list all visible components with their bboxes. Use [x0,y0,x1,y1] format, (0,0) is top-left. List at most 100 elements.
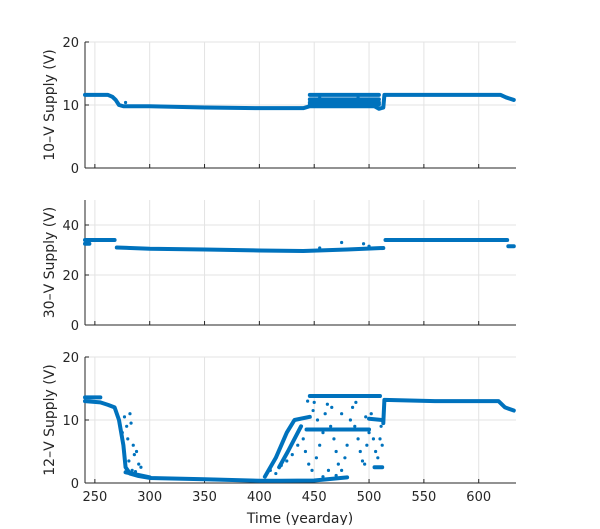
data-point [348,418,352,422]
data-point [296,443,300,447]
y-axis-label: 10–V Supply (V) [42,49,58,161]
data-point [307,462,311,466]
y-tick-label: 0 [71,319,79,334]
y-tick-label: 20 [62,351,79,366]
data-point [311,408,315,413]
data-point [378,437,382,441]
data-point [133,470,138,474]
data-point [356,437,360,441]
data-trace [262,414,312,479]
data-point [330,405,334,409]
data-point [318,95,322,100]
y-tick-label: 40 [62,219,79,234]
data-trace [381,397,516,426]
data-point [290,453,294,457]
data-point [120,431,124,435]
data-point [279,463,283,467]
data-point [130,468,134,472]
data-point [364,415,368,419]
data-trace [123,470,152,480]
data-point [312,400,316,404]
axes-10v-supply: 0 10 20 10–V Supply (V) [42,36,516,177]
data-trace [367,416,385,422]
data-point [334,98,338,103]
axes-12v-supply: 250 300 350 400 450 500 550 600 0 10 20 12–V Supply… [42,351,516,505]
y-tick-label: 10 [62,414,79,429]
data-point [367,99,371,103]
data-point [321,431,325,435]
data-trace [83,92,516,111]
data-point [325,402,329,406]
data-point [379,424,383,428]
data-point [125,424,129,428]
data-point [321,475,325,479]
x-axis-label: Time (yearday) [246,511,353,525]
data-point [354,400,358,404]
x-tick-label: 350 [192,490,217,505]
data-trace [114,245,386,253]
data-point [268,468,272,472]
data-point [340,468,344,472]
data-point [350,405,355,409]
y-tick-label: 20 [62,36,79,51]
data-point [127,459,131,463]
data-point [361,242,366,246]
data-point [340,412,344,416]
data-point [326,468,331,472]
data-point [274,471,278,476]
data-point [134,449,139,454]
data-point [360,459,365,463]
data-point [371,437,376,441]
data-point [376,456,380,460]
data-point [334,473,338,478]
data-point [380,443,384,447]
data-point [318,443,322,447]
data-point [345,443,349,447]
data-point [332,437,336,441]
x-tick-label: 500 [357,490,382,505]
data-point [336,462,340,466]
axes-30v-supply: 0 20 40 30–V Supply (V) [42,200,516,334]
data-point [122,415,127,419]
data-point [301,437,305,441]
x-tick-label: 600 [466,490,491,505]
data-point [369,412,373,416]
y-axis-label: 30–V Supply (V) [42,207,58,319]
data-point [358,449,362,454]
y-tick-label: 0 [71,477,79,492]
data-point [314,456,319,460]
data-point [126,437,130,441]
x-tick-label: 450 [302,490,327,505]
data-point [129,421,133,425]
data-trace [277,424,304,470]
x-tick-label: 550 [411,490,436,505]
data-point [123,100,128,105]
data-point [329,424,333,428]
data-point [128,412,132,416]
data-point [318,246,322,250]
data-point [367,244,371,248]
data-point [310,468,314,472]
x-tick-label: 300 [137,490,162,505]
data-point [323,412,327,416]
data-point [315,418,320,422]
data-point [374,449,378,454]
data-point [340,240,344,245]
data-point [306,399,310,403]
data-point [367,431,371,435]
x-tick-label: 250 [82,490,107,505]
data-point [131,443,135,447]
data-point [334,449,338,454]
data-trace [83,399,350,483]
data-point [139,465,143,469]
y-axis-label: 12–V Supply (V) [42,364,58,476]
y-tick-label: 10 [62,99,79,114]
data-point [353,424,357,428]
data-point [365,443,369,447]
data-point [137,462,141,466]
data-point [303,449,308,454]
data-point [285,459,289,463]
data-point [356,95,360,100]
x-tick-label: 400 [247,490,272,505]
